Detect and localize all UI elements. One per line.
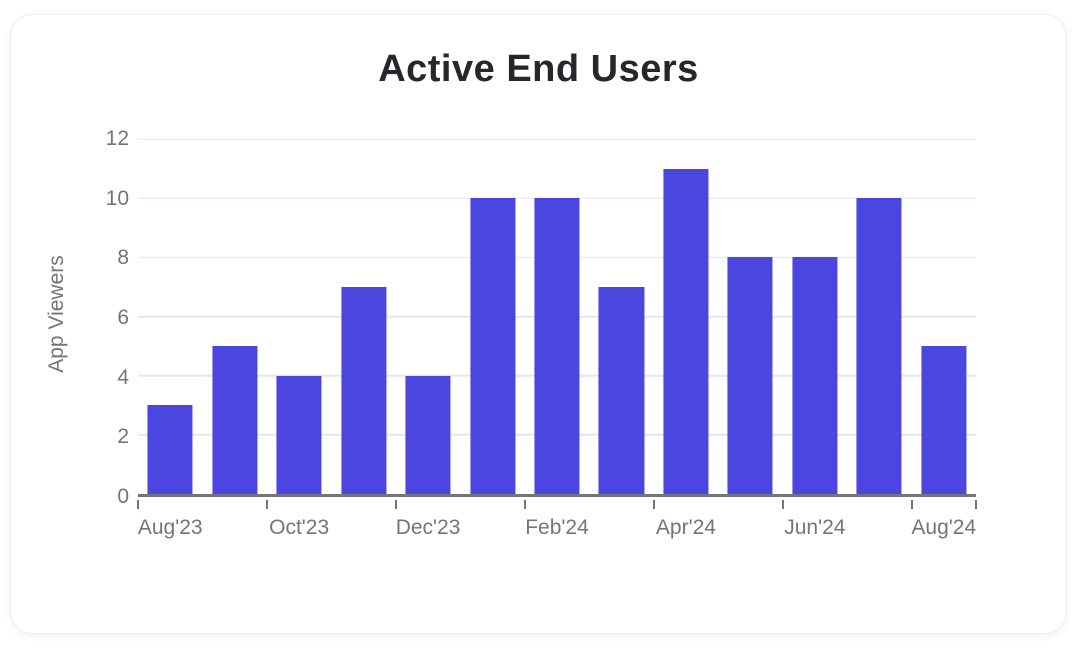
y-tick-label-2: 2: [117, 425, 129, 449]
x-tick-mark: [910, 500, 913, 509]
x-tick-mark: [652, 500, 655, 509]
x-tick-mark: [137, 500, 139, 509]
x-tick-label-Apr'24: Apr'24: [655, 516, 716, 539]
x-tick-mark: [781, 500, 784, 509]
y-tick-label-6: 6: [117, 306, 129, 329]
x-tick-mark: [523, 500, 526, 509]
x-tick-mark: [975, 500, 977, 509]
bar-Jul'24: [856, 198, 902, 494]
bar-Jan'24: [469, 198, 516, 494]
y-axis-tick-labels: 0 2 4 6 8 10 12: [11, 127, 129, 508]
bar-May'24: [727, 257, 773, 494]
bar-Aug'23: [147, 405, 193, 494]
x-tick-mark: [394, 500, 397, 509]
x-tick-label-Aug'23: Aug'23: [137, 516, 203, 539]
bar-Aug'24: [921, 346, 967, 494]
bar-Mar'24: [598, 286, 645, 494]
x-tick-label-Dec'23: Dec'23: [395, 516, 461, 539]
bar-Oct'23: [276, 375, 322, 494]
chart-title: Active End Users: [378, 48, 699, 90]
x-tick-label-Aug'24: Aug'24: [911, 516, 977, 539]
x-tick-label-Oct'23: Oct'23: [269, 516, 330, 539]
bar-Sep'23: [212, 346, 258, 494]
bar-Dec'23: [405, 375, 451, 494]
y-tick-label-8: 8: [117, 246, 129, 270]
plot-area: [138, 138, 976, 497]
bar-Apr'24: [663, 168, 709, 494]
gridline-y-12: [138, 138, 976, 140]
x-tick-mark: [265, 500, 268, 509]
x-tick-label-Feb'24: Feb'24: [525, 516, 589, 539]
y-tick-label-10: 10: [105, 186, 129, 210]
x-axis-ticks: [137, 500, 977, 509]
y-tick-label-0: 0: [117, 485, 129, 508]
chart-card: Active End Users App Viewers 0 2 4 6 8 10 12 A…: [10, 14, 1067, 634]
x-tick-label-Jun'24: Jun'24: [784, 516, 846, 539]
bar-Feb'24: [534, 198, 580, 494]
x-axis-tick-labels: Aug'23 Oct'23 Dec'23 Feb'24 Apr'24 Jun'24 Aug'…: [138, 516, 976, 544]
y-tick-label-12: 12: [105, 127, 129, 150]
y-tick-label-4: 4: [117, 365, 129, 389]
bar-Jun'24: [792, 257, 838, 494]
bar-Nov'23: [341, 286, 387, 494]
